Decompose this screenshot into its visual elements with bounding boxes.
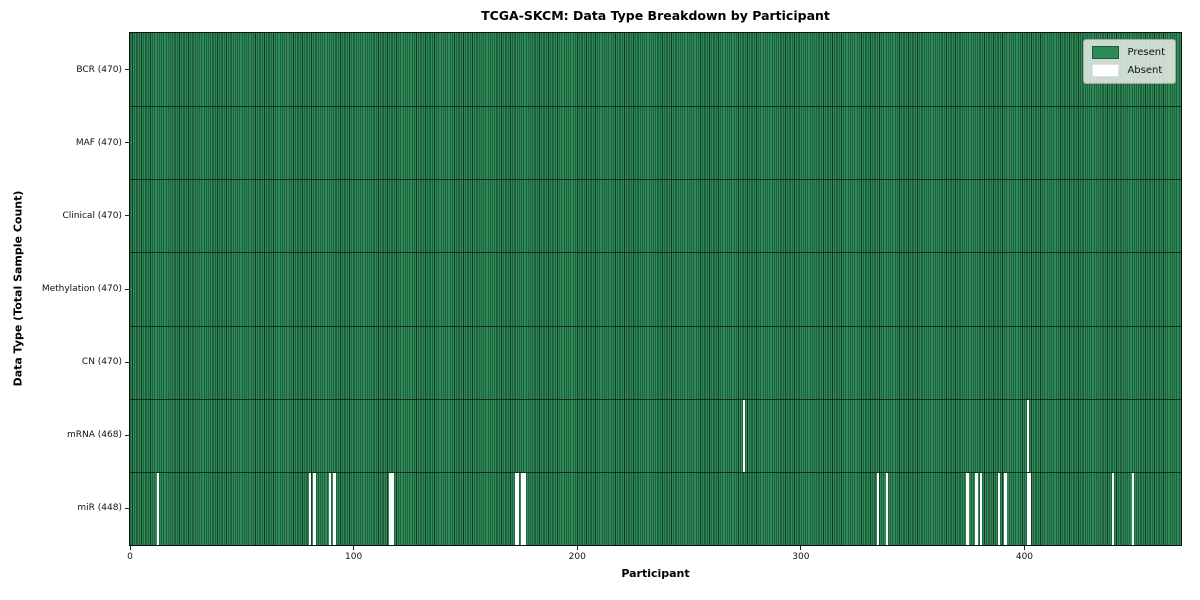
absent-cell [1028, 472, 1032, 545]
absent-cell [1131, 472, 1135, 545]
y-tick-mark [125, 361, 129, 363]
heatmap-row-CN [130, 325, 1181, 399]
y-tick-label: Clinical (470) [62, 210, 122, 221]
absent-cell [979, 472, 983, 545]
y-tick-mark [125, 507, 129, 509]
absent-cell [1111, 472, 1115, 545]
y-tick-label: MAF (470) [75, 137, 122, 148]
y-tick-mark [125, 69, 129, 71]
legend-entry-present: Present [1092, 46, 1165, 59]
absent-cell [156, 472, 160, 545]
y-tick-mark [125, 288, 129, 290]
absent-cell [1026, 399, 1030, 472]
y-tick-mark [125, 142, 129, 144]
heatmap-row-mRNA [130, 398, 1181, 472]
absent-cell [885, 472, 889, 545]
heatmap-row-BCR [130, 33, 1181, 106]
y-tick-label: Methylation (470) [41, 284, 122, 294]
heatmap-row-Methylation [130, 252, 1181, 325]
x-tick-mark [1023, 546, 1025, 550]
absent-cell [516, 472, 520, 545]
legend-label: Present [1127, 47, 1165, 58]
absent-cell [333, 472, 336, 545]
absent-cell [742, 399, 746, 472]
absent-cell [389, 472, 392, 545]
x-tick-label: 200 [568, 552, 586, 562]
absent-cell [391, 472, 395, 545]
absent-cell [313, 472, 316, 545]
absent-cell [997, 472, 1001, 545]
absent-cell [521, 472, 524, 545]
x-tick-label: 400 [1015, 552, 1034, 562]
legend-entry-absent: Absent [1092, 64, 1165, 77]
legend: Present Absent [1083, 39, 1176, 84]
legend-label: Absent [1127, 65, 1163, 76]
y-tick-mark [125, 434, 129, 436]
present-swatch-icon [1092, 46, 1120, 59]
absent-cell [966, 472, 969, 545]
heatmap-row-MAF [130, 106, 1181, 179]
x-tick-mark [353, 546, 355, 550]
x-tick-mark [800, 546, 802, 550]
x-tick-label: 300 [792, 552, 810, 562]
absent-swatch-icon [1092, 64, 1120, 77]
heatmap-plot: Present Absent [129, 32, 1182, 546]
x-tick-mark [576, 546, 578, 550]
absent-cell [975, 472, 978, 545]
absent-cell [876, 472, 880, 545]
absent-cell [523, 472, 526, 545]
absent-cell [1004, 472, 1007, 545]
chart-title: TCGA-SKCM: Data Type Breakdown by Partic… [481, 8, 830, 23]
y-tick-label: CN (470) [81, 357, 122, 368]
y-tick-label: BCR (470) [76, 64, 122, 75]
y-tick-label: mRNA (468) [67, 430, 122, 441]
y-tick-mark [125, 215, 129, 217]
absent-cell [308, 472, 312, 545]
x-tick-mark [129, 546, 131, 550]
heatmap-row-Clinical [130, 179, 1181, 252]
heatmap-row-miR [130, 471, 1181, 545]
y-tick-label: miR (448) [77, 503, 122, 514]
x-tick-label: 100 [345, 552, 363, 562]
absent-cell [514, 472, 517, 545]
absent-cell [1026, 472, 1030, 545]
x-tick-label: 0 [127, 552, 133, 562]
x-axis-title: Participant [621, 567, 690, 580]
absent-cell [329, 472, 332, 545]
